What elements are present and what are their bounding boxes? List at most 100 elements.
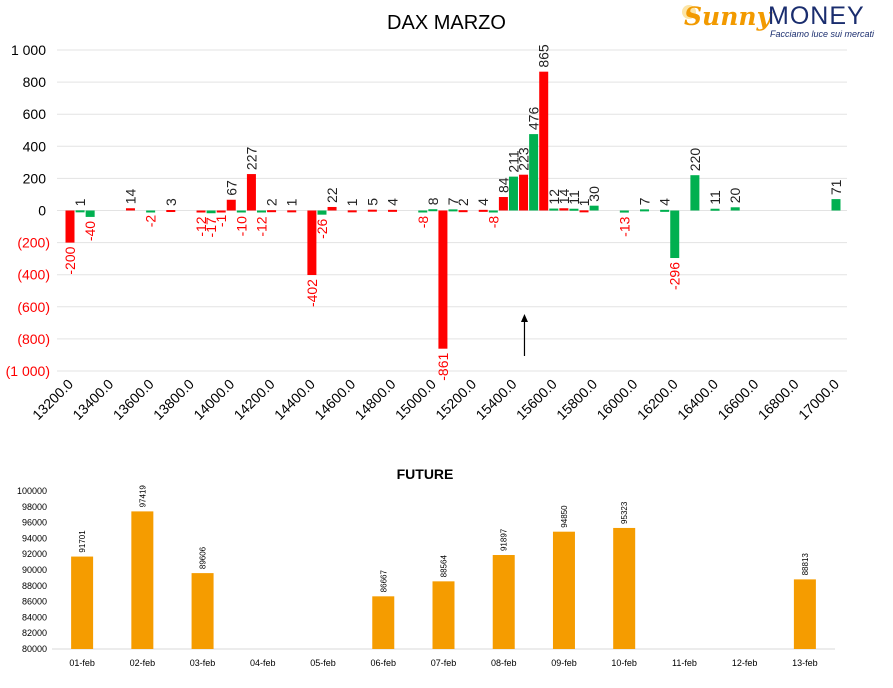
data-label: 20 <box>727 188 743 204</box>
bar <box>478 209 488 212</box>
bar <box>458 210 468 213</box>
data-label: -8 <box>485 216 501 229</box>
bar <box>529 134 539 211</box>
data-label: 4 <box>657 198 673 206</box>
data-label: 14 <box>122 188 138 204</box>
bar <box>619 210 629 213</box>
bar <box>125 208 135 211</box>
bar <box>131 511 154 649</box>
bar <box>166 210 176 213</box>
data-label: -1 <box>213 214 229 227</box>
data-label: 97419 <box>138 485 147 508</box>
data-label: -13 <box>616 216 632 236</box>
data-label: 88564 <box>440 555 449 578</box>
bar <box>317 210 327 215</box>
bar <box>438 210 448 349</box>
sun-icon <box>682 5 696 19</box>
data-label: 91897 <box>500 528 509 551</box>
y-tick-label: 88000 <box>22 581 47 591</box>
y-tick-label: 92000 <box>22 549 47 559</box>
bar <box>65 210 75 243</box>
data-label: 7 <box>445 197 461 205</box>
bar <box>71 556 94 649</box>
x-tick-label: 04-feb <box>250 658 276 668</box>
data-label: 1 <box>284 198 300 206</box>
data-label: 67 <box>223 180 239 196</box>
data-label: 5 <box>364 198 380 206</box>
x-tick-label: 10-feb <box>611 658 637 668</box>
bar <box>710 208 720 211</box>
bar <box>246 174 256 211</box>
y-tick-label: 82000 <box>22 628 47 638</box>
data-label: -10 <box>233 216 249 236</box>
bar <box>75 210 85 213</box>
data-label: 14 <box>556 188 572 204</box>
bar <box>418 210 428 213</box>
data-label: 95323 <box>620 501 629 524</box>
bar <box>549 208 559 211</box>
bar <box>552 531 575 649</box>
data-label: 211 <box>505 150 521 173</box>
bar <box>831 199 841 211</box>
x-tick-label: 05-feb <box>310 658 336 668</box>
x-tick-label: 11-feb <box>672 658 697 668</box>
y-tick-label: 100000 <box>17 486 47 496</box>
bar <box>327 206 337 211</box>
data-label: 22 <box>324 187 340 203</box>
y-tick-label: 96000 <box>22 518 47 528</box>
bar <box>287 210 297 213</box>
data-label: 84 <box>495 177 511 193</box>
y-tick-label: 1 000 <box>11 42 46 58</box>
y-tick-label: 86000 <box>22 597 47 607</box>
data-label: 88813 <box>801 553 810 576</box>
data-label: 30 <box>586 186 602 202</box>
bar <box>793 579 816 649</box>
bar <box>730 207 740 211</box>
bar <box>569 208 579 211</box>
data-label: 476 <box>526 107 542 131</box>
data-label: 2 <box>264 198 280 206</box>
y-tick-label: (600) <box>17 299 50 315</box>
data-label: 1 <box>344 198 360 206</box>
y-tick-label: 200 <box>23 170 47 186</box>
bar <box>519 174 529 211</box>
bar <box>448 209 458 212</box>
x-tick-label: 13-feb <box>792 658 818 668</box>
y-tick-label: 80000 <box>22 644 47 654</box>
data-label: 11 <box>707 190 723 205</box>
bar <box>508 176 518 211</box>
y-tick-label: (1 000) <box>6 363 50 379</box>
bar <box>660 209 670 212</box>
x-tick-label: 02-feb <box>130 658 156 668</box>
x-tick-label: 06-feb <box>371 658 397 668</box>
data-label: 12 <box>546 189 562 205</box>
data-label: 1 <box>576 198 592 206</box>
data-label: 3 <box>163 198 179 206</box>
data-label: 1 <box>72 198 88 206</box>
data-label: 91701 <box>78 530 87 553</box>
bar <box>307 210 317 276</box>
y-tick-label: (400) <box>17 267 50 283</box>
data-label: 865 <box>536 44 552 68</box>
data-label: 2 <box>455 198 471 206</box>
bar <box>613 527 636 649</box>
logo-brand-money: MONEY <box>768 2 865 30</box>
logo-brand-sunny: Sunny <box>684 2 772 31</box>
dax-marzo-chart: 1 000 800 600 400 200 0 (200) (400) (600) (800) (1… <box>6 42 847 423</box>
y-tick-label: 84000 <box>22 612 47 622</box>
bar <box>347 210 357 213</box>
data-label: -296 <box>667 262 683 290</box>
bar <box>216 210 226 213</box>
data-label: -8 <box>415 216 431 229</box>
x-tick-label: 12-feb <box>732 658 758 668</box>
y-tick-label: 0 <box>38 203 46 219</box>
data-label: -402 <box>304 279 320 307</box>
data-label: -2 <box>143 215 159 228</box>
data-label: 7 <box>637 197 653 205</box>
x-tick-label: 01-feb <box>69 658 95 668</box>
data-label: 89606 <box>199 546 208 569</box>
data-label: 11 <box>566 190 582 205</box>
bar <box>236 210 246 213</box>
data-label: 8 <box>425 197 441 205</box>
y-tick-label: (200) <box>17 235 50 251</box>
